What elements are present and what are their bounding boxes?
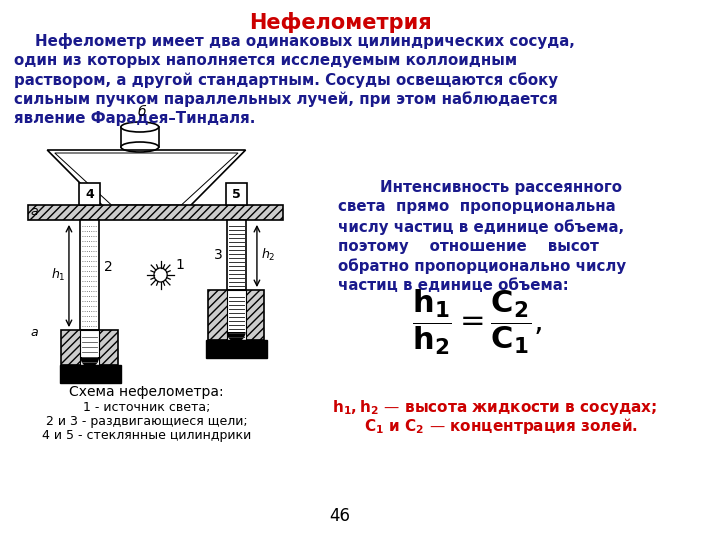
Text: один из которых наполняется исследуемым коллоидным: один из которых наполняется исследуемым … xyxy=(14,52,517,68)
Wedge shape xyxy=(81,357,99,367)
Text: Интенсивность рассеянного: Интенсивность рассеянного xyxy=(338,180,622,195)
Text: а: а xyxy=(30,326,37,339)
Text: Нефелометр имеет два одинаковых цилиндрических сосуда,: Нефелометр имеет два одинаковых цилиндри… xyxy=(14,33,575,49)
Text: Нефелометрия: Нефелометрия xyxy=(248,12,431,33)
Bar xyxy=(227,220,246,290)
Text: 5: 5 xyxy=(232,187,240,200)
Bar xyxy=(79,183,100,205)
Text: 4 и 5 - стеклянные цилиндрики: 4 и 5 - стеклянные цилиндрики xyxy=(42,429,251,442)
Text: а: а xyxy=(30,205,37,218)
Bar xyxy=(81,330,99,365)
Text: частиц в единице объема:: частиц в единице объема: xyxy=(338,278,569,293)
Wedge shape xyxy=(227,332,246,342)
Text: 2 и 3 - раздвигающиеся щели;: 2 и 3 - раздвигающиеся щели; xyxy=(45,415,247,428)
Bar xyxy=(28,205,284,220)
Circle shape xyxy=(154,268,167,282)
Bar xyxy=(227,290,246,340)
Text: 2: 2 xyxy=(104,260,112,274)
Text: б: б xyxy=(138,105,146,119)
Text: Схема нефелометра:: Схема нефелометра: xyxy=(69,385,224,399)
Bar xyxy=(226,183,246,205)
Text: 3: 3 xyxy=(214,248,223,262)
Ellipse shape xyxy=(121,122,158,132)
Text: сильным пучком параллельных лучей, при этом наблюдается: сильным пучком параллельных лучей, при э… xyxy=(14,91,558,107)
Text: $\mathbf{C_1}$ и $\mathbf{C_2}$ — концентрация золей.: $\mathbf{C_1}$ и $\mathbf{C_2}$ — концен… xyxy=(364,416,638,436)
Text: обратно пропорционально числу: обратно пропорционально числу xyxy=(338,258,626,274)
Text: света  прямо  пропорциональна: света прямо пропорциональна xyxy=(338,199,616,214)
Bar xyxy=(121,127,158,147)
Text: 4: 4 xyxy=(86,187,94,200)
Text: числу частиц в единице объема,: числу частиц в единице объема, xyxy=(338,219,624,235)
Text: поэтому    отношение    высот: поэтому отношение высот xyxy=(338,239,599,253)
Bar xyxy=(81,220,99,330)
Bar xyxy=(60,365,121,383)
Text: 1: 1 xyxy=(176,258,184,272)
Text: $h_2$: $h_2$ xyxy=(261,247,275,263)
Bar xyxy=(61,330,118,365)
Text: $\mathbf{h_1, h_2}$ — высота жидкости в сосудах;: $\mathbf{h_1, h_2}$ — высота жидкости в … xyxy=(333,398,657,417)
Text: раствором, а другой стандартным. Сосуды освещаются сбоку: раствором, а другой стандартным. Сосуды … xyxy=(14,72,558,87)
Text: 46: 46 xyxy=(330,507,351,525)
Text: $h_1$: $h_1$ xyxy=(50,267,66,283)
Ellipse shape xyxy=(121,142,158,152)
Text: явление Фарадея–Тиндаля.: явление Фарадея–Тиндаля. xyxy=(14,111,256,126)
Text: $\dfrac{\mathbf{h_1}}{\mathbf{h_2}} = \dfrac{\mathbf{C_2}}{\mathbf{C_1}},$: $\dfrac{\mathbf{h_1}}{\mathbf{h_2}} = \d… xyxy=(412,287,542,357)
Bar xyxy=(206,340,267,358)
Bar xyxy=(208,290,264,340)
Text: 1 - источник света;: 1 - источник света; xyxy=(83,401,210,414)
